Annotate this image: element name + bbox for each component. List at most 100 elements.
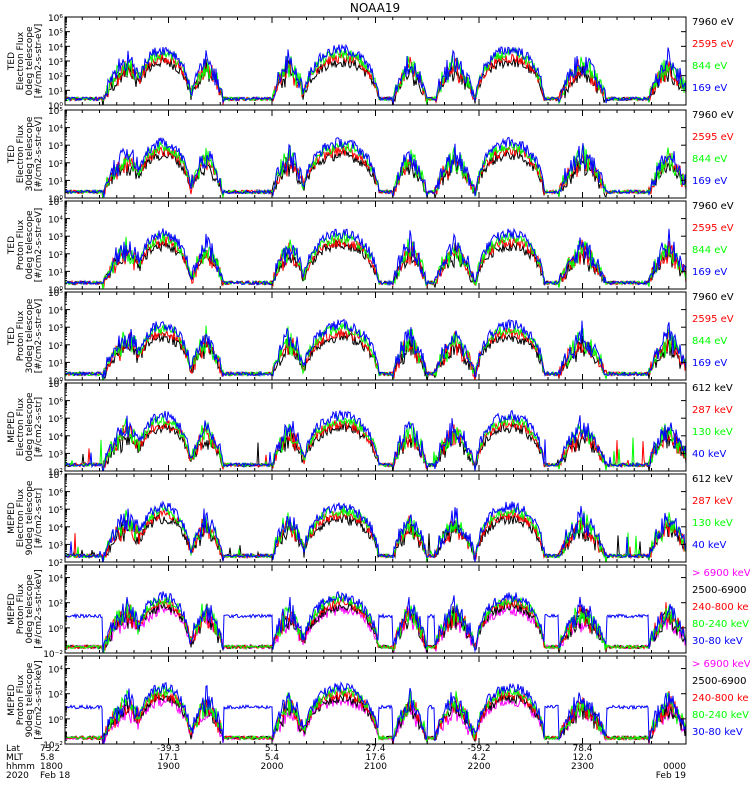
- y-axis-label: MEPED: [7, 411, 17, 443]
- legend-item: 240-800 ke: [692, 602, 749, 613]
- y-tick-label: 10⁴: [48, 43, 63, 53]
- legend-item: 169 eV: [692, 267, 727, 278]
- x-tick-value: 1900: [157, 762, 180, 772]
- x-tick-value: 27.4: [365, 744, 385, 754]
- y-tick-label: 10²: [48, 691, 63, 701]
- y-tick-label: 10³: [48, 450, 63, 460]
- legend-item: 2595 eV: [692, 223, 734, 234]
- y-tick-label: 10⁵: [48, 29, 63, 39]
- y-tick-label: 10⁵: [48, 198, 63, 208]
- legend-item: 844 eV: [692, 336, 727, 347]
- y-tick-label: 10⁰: [48, 102, 63, 112]
- panel-data-ted-p-0: [65, 227, 686, 289]
- panel-frame: [64, 16, 687, 106]
- y-axis-label: Proton Flux: [16, 219, 26, 270]
- legend-item: 7960 eV: [692, 201, 734, 212]
- series-meped-e-90-1: [65, 507, 686, 561]
- y-tick-label: 10¹: [48, 268, 63, 278]
- panel-frame: [64, 109, 687, 199]
- y-axis-label: TED: [7, 52, 17, 71]
- legend-item: 130 keV: [692, 427, 733, 438]
- panel-ted-e-30: 10⁰ 10¹ 10² 10³ 10⁴ 10⁵ TED Electron Flux 30deg …: [7, 107, 734, 205]
- series-ted-e-30-3: [65, 136, 686, 198]
- legend-item: 844 eV: [692, 61, 727, 72]
- y-tick-label: 10⁰: [48, 625, 63, 635]
- y-axis-label: [#/cm2-s-str-eV]: [34, 24, 44, 99]
- legend-item: 2595 eV: [692, 39, 734, 50]
- y-tick-label: 10⁴: [48, 125, 63, 135]
- legend-item: 80-240 keV: [692, 710, 749, 721]
- series-ted-e-0-2: [65, 47, 686, 105]
- y-tick-label: 10⁴: [48, 575, 63, 585]
- y-axis-label: Proton Flux: [16, 583, 26, 634]
- y-tick-label: 10³: [48, 58, 63, 68]
- panel-data-meped-p-90: [65, 681, 686, 744]
- panel-data-ted-e-0: [65, 43, 686, 105]
- y-tick-label: 10⁶: [48, 489, 63, 499]
- y-tick-label: 10²: [48, 342, 63, 352]
- legend-item: 130 keV: [692, 518, 733, 529]
- legend-item: 169 eV: [692, 176, 727, 187]
- y-tick-label: 10²: [48, 251, 63, 261]
- y-tick-label: 10⁵: [48, 415, 63, 425]
- y-tick-label: 10⁰: [48, 286, 63, 296]
- y-tick-label: 10²: [48, 73, 63, 83]
- x-tick-value: 73.2: [40, 744, 60, 754]
- y-tick-label: 10²: [48, 559, 63, 569]
- x-row-label: MLT: [6, 753, 24, 763]
- y-tick-label: 10⁻²: [43, 650, 63, 660]
- x-tick-value: 5.4: [265, 753, 280, 763]
- legend-item: 40 keV: [692, 540, 726, 551]
- y-axis-label: Proton Flux: [16, 674, 26, 725]
- x-tick-value: 17.1: [158, 753, 178, 763]
- legend-item: 2500-6900: [692, 585, 747, 596]
- legend-item: 2595 eV: [692, 132, 734, 143]
- series-ted-p-0-0: [65, 239, 686, 288]
- y-tick-label: 10⁻²: [43, 741, 63, 751]
- x-tick-value: 2100: [364, 762, 387, 772]
- y-tick-label: 10³: [48, 541, 63, 551]
- legend-item: 287 keV: [692, 405, 733, 416]
- y-axis-label: TED: [7, 327, 17, 346]
- x-tick-value: 5.1: [265, 744, 279, 754]
- x-tick-value: 17.6: [365, 753, 385, 763]
- y-tick-label: 10¹: [48, 87, 63, 97]
- y-tick-label: 10¹: [48, 177, 63, 187]
- y-axis-label: TED: [7, 145, 17, 164]
- y-tick-label: 10⁵: [48, 289, 63, 299]
- series-meped-e-90-0: [65, 513, 686, 562]
- y-axis-label: MEPED: [7, 502, 17, 534]
- series-meped-p-0-3: [65, 593, 686, 653]
- legend-item: 7960 eV: [692, 292, 734, 303]
- x-tick-value: -39.3: [157, 744, 180, 754]
- panel-data-meped-p-0: [65, 590, 686, 653]
- y-axis-label: 0deg telescope: [25, 210, 35, 280]
- x-tick-value: 12.0: [572, 753, 592, 763]
- x-tick-value: Feb 19: [656, 771, 687, 781]
- x-row-label: hhmm: [6, 762, 35, 772]
- series-meped-e-90-3: [65, 500, 686, 562]
- y-tick-label: 10⁰: [48, 195, 63, 205]
- series-meped-p-90-4: [65, 681, 686, 744]
- legend-item: 40 keV: [692, 449, 726, 460]
- legend-item: 169 eV: [692, 358, 727, 369]
- y-tick-label: 10³: [48, 142, 63, 152]
- y-tick-label: 10⁴: [48, 524, 63, 534]
- legend-item: 7960 eV: [692, 17, 734, 28]
- series-ted-p-0-2: [65, 231, 686, 289]
- y-tick-label: 10²: [48, 468, 63, 478]
- legend-item: 844 eV: [692, 245, 727, 256]
- y-tick-label: 10⁴: [48, 216, 63, 226]
- y-tick-label: 10⁴: [48, 307, 63, 317]
- y-axis-label: [#/cm2-s-str-eV]: [34, 299, 44, 374]
- series-ted-p-30-3: [65, 318, 686, 379]
- y-tick-label: 10⁶: [48, 14, 63, 24]
- x-tick-value: 78.4: [572, 744, 592, 754]
- x-tick-value: 2000: [261, 762, 284, 772]
- panel-ted-p-30: 10⁰ 10¹ 10² 10³ 10⁴ 10⁵ TED Proton Flux 30deg te…: [7, 289, 734, 387]
- y-tick-label: 10³: [48, 324, 63, 334]
- series-mepde-e-0-3: [65, 409, 686, 471]
- y-axis-label: Proton Flux: [16, 310, 26, 361]
- legend-item: 240-800 ke: [692, 693, 749, 704]
- y-axis-label: 30deg telescope: [25, 298, 35, 373]
